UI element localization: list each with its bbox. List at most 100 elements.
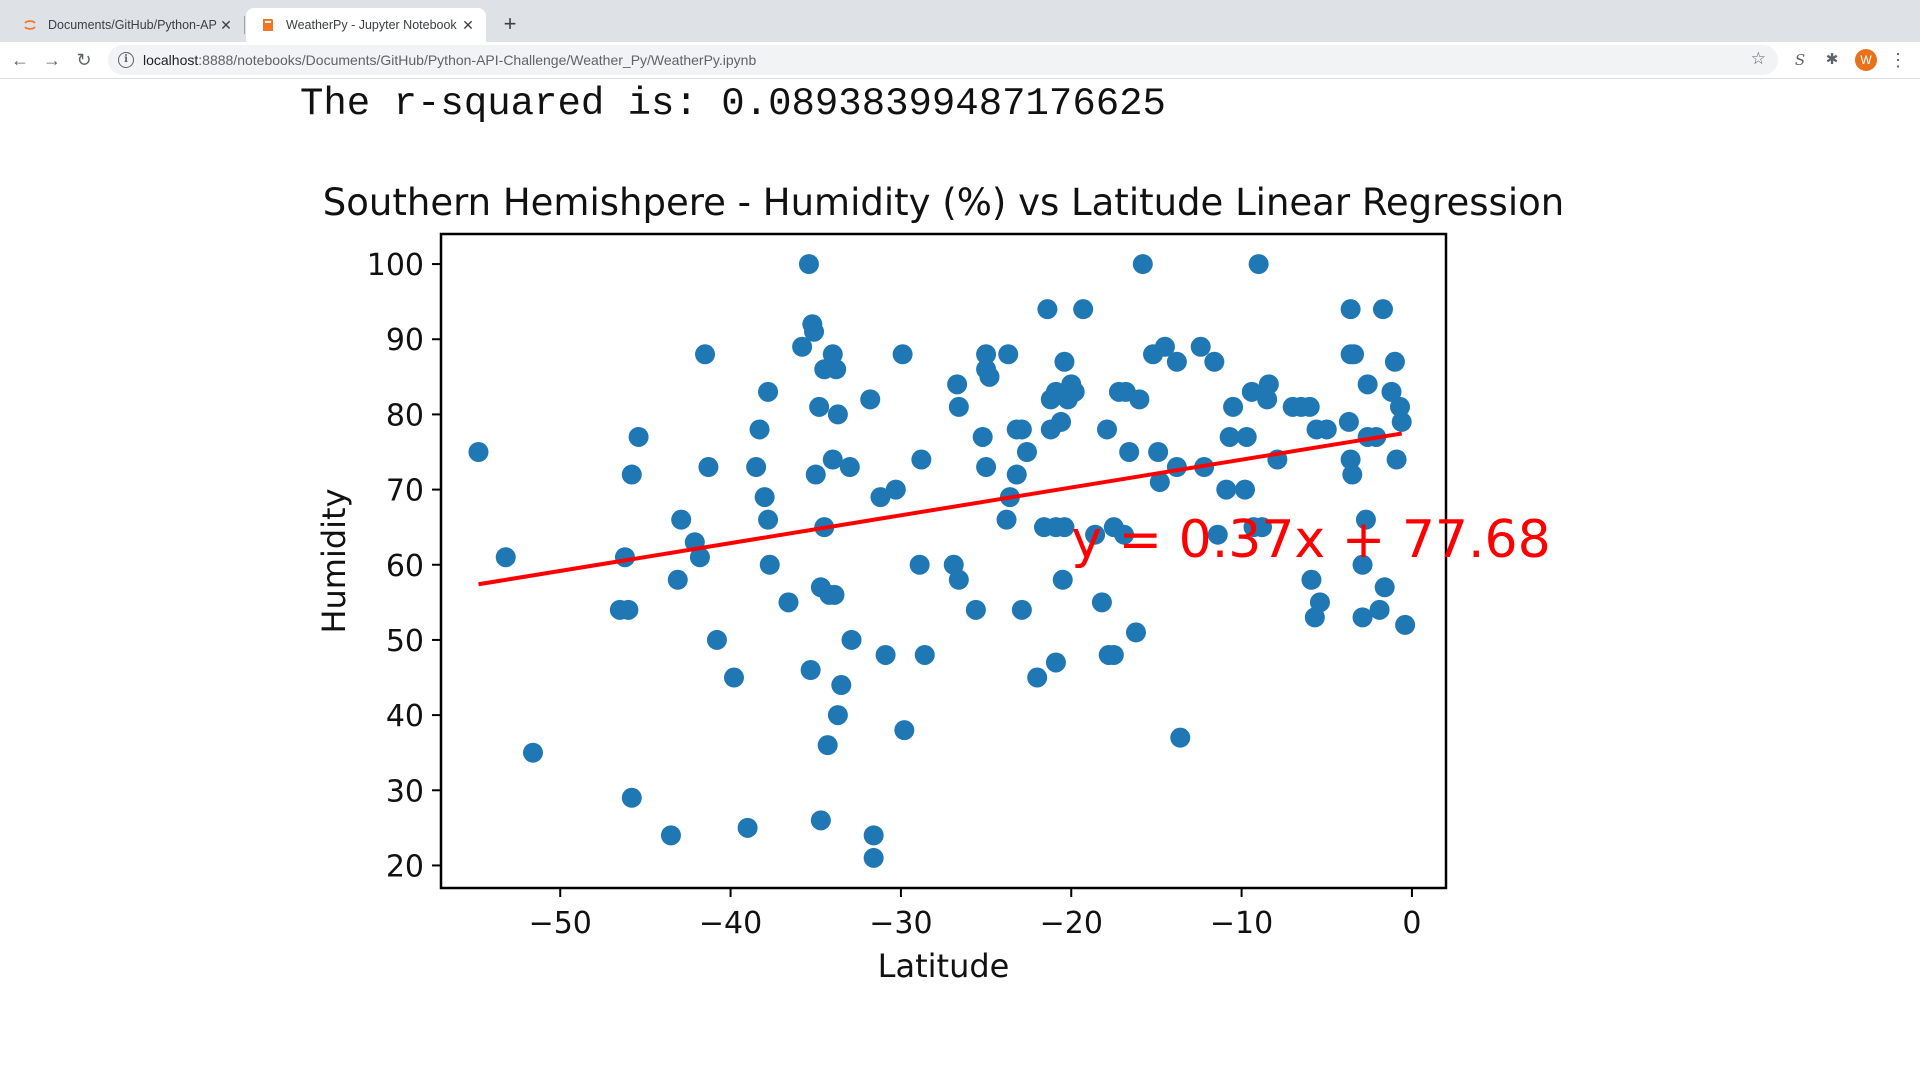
data-point xyxy=(996,509,1017,530)
data-point xyxy=(618,599,639,620)
data-point xyxy=(804,321,825,342)
x-tick-label: −50 xyxy=(529,906,592,941)
data-point xyxy=(1384,351,1405,372)
x-axis-label: Latitude xyxy=(878,947,1010,985)
data-point xyxy=(758,509,779,530)
data-point xyxy=(875,644,896,665)
url-text[interactable]: localhost:8888/notebooks/Documents/GitHu… xyxy=(143,52,756,68)
tab-bar: Documents/GitHub/Python-API ✕ WeatherPy … xyxy=(0,0,1920,42)
data-point xyxy=(863,847,884,868)
y-tick-label: 50 xyxy=(386,624,424,659)
address-bar[interactable]: i localhost:8888/notebooks/Documents/Git… xyxy=(108,45,1778,75)
data-point xyxy=(1166,457,1187,478)
y-tick-label: 40 xyxy=(386,699,424,734)
data-point xyxy=(1216,479,1237,500)
data-point xyxy=(1011,419,1032,440)
y-tick-label: 70 xyxy=(386,474,424,509)
y-tick-label: 90 xyxy=(386,323,424,358)
reload-icon[interactable]: ↻ xyxy=(76,50,92,70)
data-point xyxy=(1257,389,1278,410)
data-point xyxy=(798,254,819,275)
data-point xyxy=(1052,569,1073,590)
data-point xyxy=(1085,524,1106,545)
close-tab-icon[interactable]: ✕ xyxy=(220,16,232,33)
data-point xyxy=(1148,442,1169,462)
x-tick-label: −20 xyxy=(1040,906,1103,941)
data-point xyxy=(1357,374,1378,395)
jupyter-logo-icon xyxy=(24,20,36,30)
data-point xyxy=(822,344,843,365)
data-point xyxy=(909,554,930,575)
data-point xyxy=(1125,622,1146,643)
data-point xyxy=(1011,599,1032,620)
forward-arrow-icon[interactable]: → xyxy=(43,50,61,70)
axes-frame xyxy=(439,232,1448,890)
extension-s-icon[interactable]: S xyxy=(1794,51,1806,69)
data-point xyxy=(1372,299,1393,320)
data-point xyxy=(979,366,1000,387)
data-point xyxy=(831,675,852,696)
extensions-puzzle-icon[interactable]: ✱ xyxy=(1825,51,1839,68)
tab-divider xyxy=(244,16,245,34)
data-point xyxy=(1207,524,1228,545)
chart-title: Southern Hemishpere - Humidity (%) vs La… xyxy=(323,181,1564,224)
data-point xyxy=(749,419,770,440)
x-tick-label: −40 xyxy=(699,906,762,941)
data-point xyxy=(810,810,831,831)
data-point xyxy=(1132,254,1153,275)
data-point xyxy=(1391,411,1412,432)
data-point xyxy=(805,464,826,485)
data-point xyxy=(892,344,913,365)
r-squared-output: The r-squared is: 0.08938399487176625 xyxy=(300,82,1166,126)
data-point xyxy=(1154,336,1175,357)
data-point xyxy=(817,735,838,756)
data-point xyxy=(698,457,719,478)
tab-weatherpy-notebook[interactable]: WeatherPy - Jupyter Notebook ✕ xyxy=(246,8,486,42)
data-point xyxy=(827,705,848,726)
data-point xyxy=(1219,426,1240,447)
data-point xyxy=(778,592,799,613)
tab-title: Documents/GitHub/Python-API xyxy=(48,18,218,32)
data-point xyxy=(1037,299,1058,320)
tab-github-documents[interactable]: Documents/GitHub/Python-API ✕ xyxy=(8,8,244,42)
back-arrow-icon[interactable]: ← xyxy=(11,50,29,70)
data-point xyxy=(826,359,847,380)
data-point xyxy=(1073,299,1094,320)
bookmark-star-icon[interactable]: ☆ xyxy=(1750,49,1766,68)
url-host: localhost xyxy=(143,52,199,68)
data-point xyxy=(1236,426,1257,447)
data-point xyxy=(621,787,642,808)
data-point xyxy=(1248,254,1269,275)
regression-equation: y = 0.37x + 77.68 xyxy=(1071,510,1550,570)
data-point xyxy=(1006,464,1027,485)
close-tab-icon[interactable]: ✕ xyxy=(462,16,474,33)
data-point xyxy=(1190,336,1211,357)
data-point xyxy=(1304,607,1325,628)
new-tab-button[interactable]: + xyxy=(503,11,517,36)
data-point xyxy=(495,547,516,568)
menu-kebab-icon[interactable]: ⋮ xyxy=(1889,50,1907,70)
data-point xyxy=(792,336,813,357)
data-point xyxy=(1386,449,1407,470)
profile-avatar[interactable]: W xyxy=(1855,49,1877,71)
data-point xyxy=(660,825,681,846)
data-point xyxy=(841,629,862,650)
data-point xyxy=(885,479,906,500)
data-point xyxy=(746,457,767,478)
y-tick-label: 60 xyxy=(386,549,424,584)
url-path: :8888/notebooks/Documents/GitHub/Python-… xyxy=(198,52,757,68)
data-point xyxy=(1241,381,1262,402)
data-point xyxy=(1054,517,1075,538)
site-info-icon[interactable]: i xyxy=(118,52,134,68)
x-tick-label: 0 xyxy=(1402,906,1421,941)
data-point xyxy=(1316,419,1337,440)
data-point xyxy=(759,554,780,575)
y-tick-label: 20 xyxy=(386,849,424,884)
data-point xyxy=(689,547,710,568)
y-tick-label: 100 xyxy=(367,248,424,283)
data-point xyxy=(839,457,860,478)
data-point xyxy=(1223,396,1244,417)
data-point xyxy=(628,426,649,447)
data-point xyxy=(947,374,968,395)
data-point xyxy=(809,396,830,417)
